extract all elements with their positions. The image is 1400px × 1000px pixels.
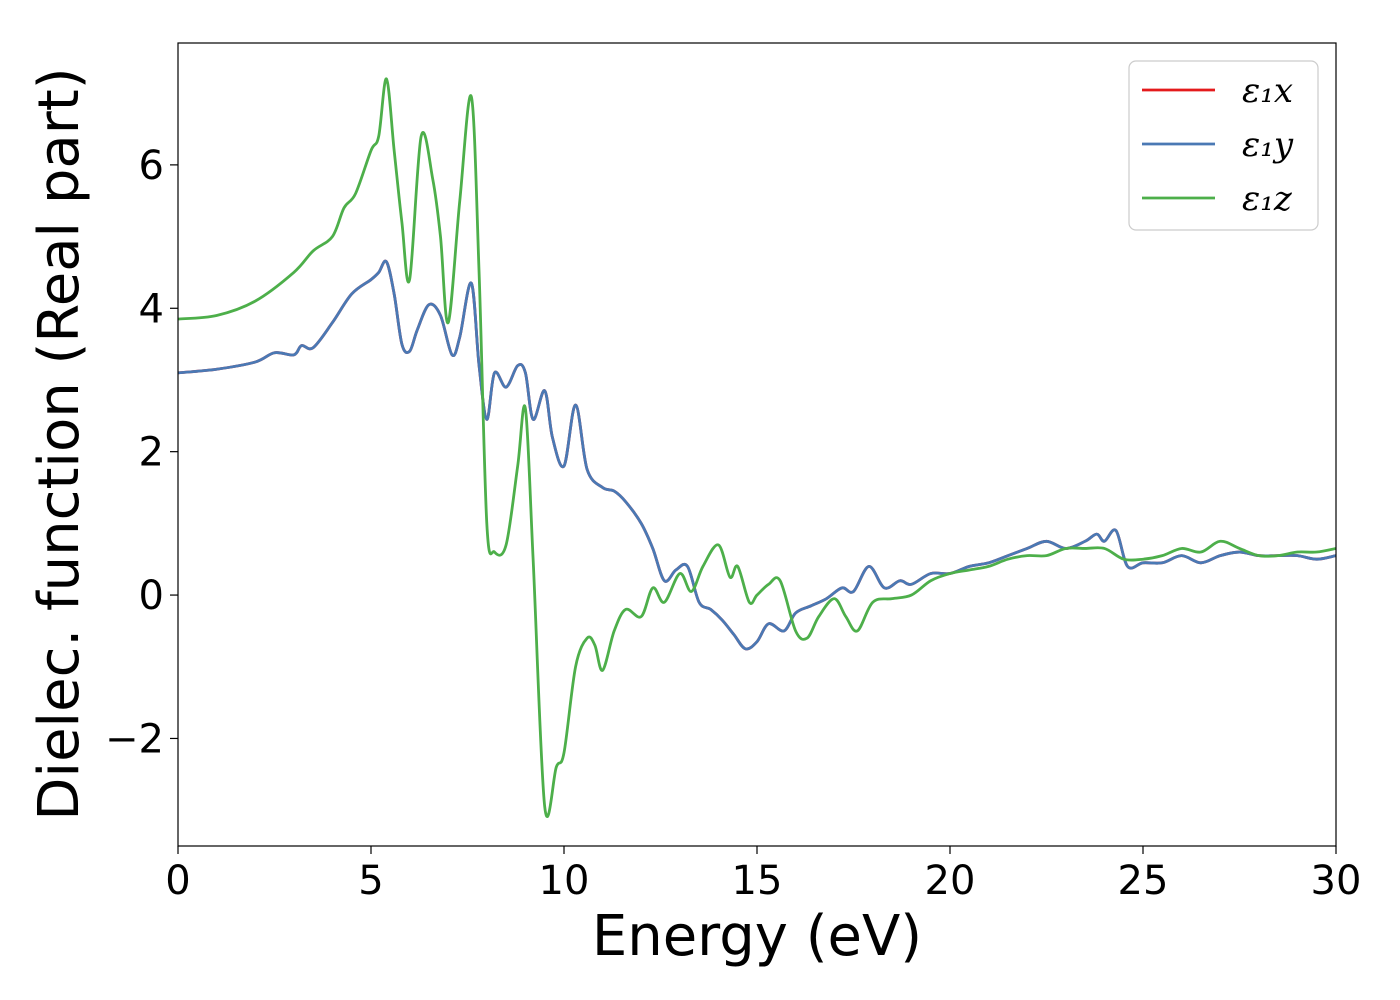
x-tick-label: 10: [539, 858, 590, 904]
y-tick-label: 0: [139, 573, 164, 619]
y-axis-ticks: −2 0 2 4 6: [105, 143, 178, 762]
y-tick-label: 6: [139, 143, 164, 189]
x-tick-label: 30: [1311, 858, 1362, 904]
x-tick-label: 15: [732, 858, 783, 904]
series-layer: [178, 77, 1336, 818]
series-line-1: [178, 259, 1336, 651]
legend: ε₁x ε₁y ε₁z: [1128, 60, 1319, 231]
legend-box: [1128, 60, 1319, 231]
y-tick-label: 2: [139, 430, 164, 476]
x-tick-label: 25: [1118, 858, 1169, 904]
x-axis-ticks: 0 5 10 15 20 25 30: [165, 846, 1361, 904]
y-tick-label: 4: [139, 286, 164, 332]
series-line-3: [178, 77, 1336, 818]
x-tick-label: 5: [358, 858, 383, 904]
y-axis-label: Dielec. function (Real part): [27, 67, 92, 820]
legend-label-2: ε₁y: [1242, 125, 1294, 165]
y-tick-label: −2: [105, 716, 164, 762]
x-axis-label: Energy (eV): [592, 904, 922, 969]
legend-label-1: ε₁x: [1242, 71, 1293, 111]
series-line-2: [178, 259, 1336, 651]
legend-label-3: ε₁z: [1242, 179, 1293, 219]
x-tick-label: 20: [925, 858, 976, 904]
x-tick-label: 0: [165, 858, 190, 904]
